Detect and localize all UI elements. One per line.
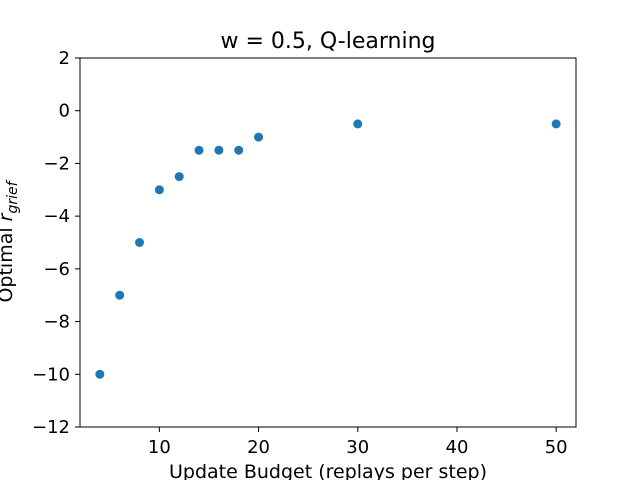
data-point-0-6 [214,145,224,155]
y-tick-label-1: 0 [59,101,70,122]
x-tick-label-4: 50 [545,437,568,458]
data-point-0-5 [194,145,204,155]
y-tick-label-4: −6 [43,259,70,280]
plot-frame [79,57,577,428]
x-axis-ticks: 10 20 30 40 50 [148,427,568,458]
x-tick-label-1: 20 [247,437,270,458]
data-point-0-9 [353,119,363,129]
data-point-0-3 [154,185,164,195]
y-axis-ticks: 2 0 −2 −4 −6 −8 −10 −12 [32,48,80,438]
y-axis-label-main: Optimal [0,221,17,302]
y-axis-label-subscript: grief [5,179,21,213]
data-point-0-7 [234,145,244,155]
data-points [95,119,561,379]
y-axis-label: Optimal rgrief [0,179,21,302]
chart-title: w = 0.5, Q-learning [220,29,435,54]
data-point-0-8 [254,132,264,142]
data-point-0-4 [174,172,184,182]
x-axis-label: Update Budget (replays per step) [169,461,487,480]
y-tick-label-3: −4 [43,206,70,227]
y-tick-label-5: −8 [43,312,70,333]
data-point-0-0 [95,369,105,379]
data-point-0-10 [551,119,561,129]
y-tick-label-6: −10 [32,364,70,385]
data-point-0-1 [115,290,125,300]
data-point-0-2 [135,238,145,247]
y-tick-label-2: −2 [43,153,70,174]
y-axis-label-symbol: r [0,212,17,221]
x-tick-label-0: 10 [148,437,171,458]
y-tick-label-7: −12 [32,417,70,438]
x-tick-label-3: 40 [446,437,469,458]
y-tick-label-0: 2 [59,48,70,69]
x-tick-label-2: 30 [346,437,369,458]
